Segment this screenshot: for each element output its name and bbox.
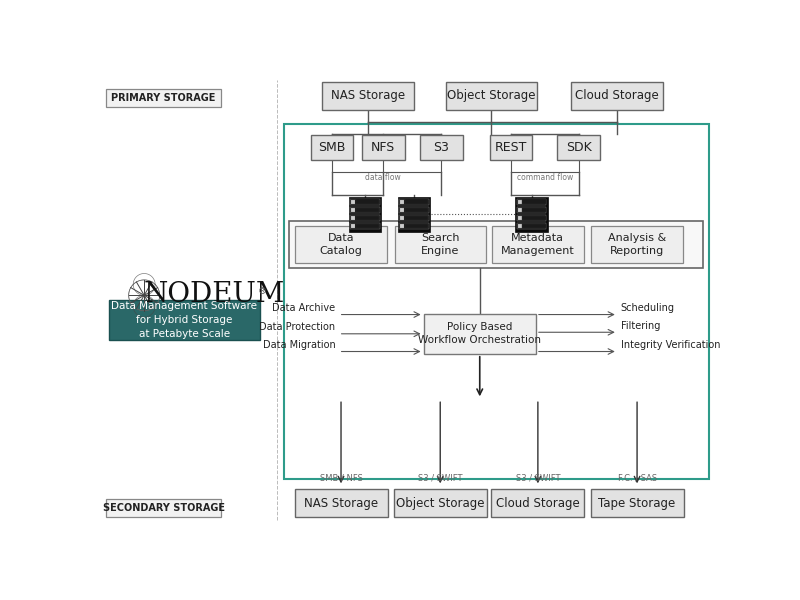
Bar — [517, 223, 546, 229]
Bar — [518, 208, 522, 212]
Text: Metadata
Management: Metadata Management — [501, 233, 574, 256]
Bar — [517, 199, 546, 205]
Bar — [106, 89, 221, 107]
Bar — [110, 300, 261, 340]
Text: REST: REST — [495, 141, 527, 154]
Bar — [399, 223, 429, 229]
Text: NAS Storage: NAS Storage — [304, 497, 378, 510]
Bar — [522, 199, 546, 204]
Bar — [558, 135, 600, 160]
Bar — [492, 226, 584, 263]
Text: NODEUM: NODEUM — [144, 281, 286, 308]
Text: Scheduling: Scheduling — [621, 303, 675, 313]
Text: NFS: NFS — [371, 141, 395, 154]
Bar — [518, 216, 522, 220]
Bar — [322, 82, 414, 110]
Bar — [394, 226, 486, 263]
Text: Tape Storage: Tape Storage — [598, 497, 676, 510]
Text: Data
Catalog: Data Catalog — [319, 233, 362, 256]
Text: Policy Based
Workflow Orchestration: Policy Based Workflow Orchestration — [418, 322, 542, 346]
Bar — [420, 135, 462, 160]
Bar — [351, 200, 355, 203]
Bar — [517, 207, 546, 213]
Text: Data Protection: Data Protection — [259, 322, 336, 332]
Bar — [400, 216, 404, 220]
Text: Data Archive: Data Archive — [273, 303, 336, 313]
Bar — [446, 82, 537, 110]
Bar — [522, 208, 546, 212]
Bar — [356, 215, 379, 220]
Text: Data Migration: Data Migration — [263, 340, 336, 350]
Text: SDK: SDK — [566, 141, 591, 154]
Bar — [518, 200, 522, 203]
Text: SMB / NFS: SMB / NFS — [319, 473, 362, 482]
Bar — [362, 135, 405, 160]
Bar — [591, 226, 683, 263]
Bar — [518, 224, 522, 228]
Bar — [350, 215, 380, 221]
Bar — [294, 490, 387, 517]
Bar — [399, 207, 429, 213]
Bar — [310, 135, 354, 160]
Bar — [399, 215, 429, 221]
Bar — [405, 215, 428, 220]
Text: data flow: data flow — [366, 173, 401, 182]
Bar — [405, 224, 428, 229]
Text: Object Storage: Object Storage — [447, 89, 536, 103]
Bar — [398, 197, 430, 232]
Text: S3 / SWIFT: S3 / SWIFT — [516, 473, 560, 482]
Text: Filtering: Filtering — [621, 321, 660, 331]
Text: Data Management Software
for Hybrid Storage
at Petabyte Scale: Data Management Software for Hybrid Stor… — [111, 301, 258, 339]
Text: Analysis &
Reporting: Analysis & Reporting — [608, 233, 666, 256]
Bar — [517, 215, 546, 221]
Text: ®: ® — [258, 287, 267, 296]
Bar — [590, 490, 683, 517]
Text: Object Storage: Object Storage — [396, 497, 485, 510]
Text: S3: S3 — [434, 141, 450, 154]
Text: command flow: command flow — [517, 173, 573, 182]
Bar — [400, 224, 404, 228]
Text: SECONDARY STORAGE: SECONDARY STORAGE — [102, 503, 225, 513]
Bar — [350, 223, 380, 229]
Bar — [349, 197, 382, 232]
Bar — [522, 215, 546, 220]
Bar — [289, 221, 703, 268]
Bar — [394, 490, 486, 517]
Bar — [571, 82, 662, 110]
Text: NAS Storage: NAS Storage — [331, 89, 406, 103]
Text: Search
Engine: Search Engine — [421, 233, 459, 256]
Bar — [490, 135, 533, 160]
Bar — [356, 208, 379, 212]
Text: SMB: SMB — [318, 141, 346, 154]
Bar — [491, 490, 584, 517]
Bar — [423, 314, 536, 354]
Text: Integrity Verification: Integrity Verification — [621, 340, 720, 350]
Text: F.C. / SAS: F.C. / SAS — [618, 473, 657, 482]
Bar — [350, 207, 380, 213]
Bar — [405, 199, 428, 204]
Bar — [515, 197, 548, 232]
Bar — [399, 199, 429, 205]
Text: PRIMARY STORAGE: PRIMARY STORAGE — [111, 93, 216, 103]
Bar — [351, 224, 355, 228]
Bar — [400, 200, 404, 203]
Bar — [285, 124, 709, 479]
Bar — [405, 208, 428, 212]
Text: Cloud Storage: Cloud Storage — [496, 497, 580, 510]
Bar — [522, 224, 546, 229]
Bar — [351, 216, 355, 220]
Bar — [356, 224, 379, 229]
Bar — [350, 199, 380, 205]
Text: S3 / SWIFT: S3 / SWIFT — [418, 473, 462, 482]
Text: Cloud Storage: Cloud Storage — [575, 89, 659, 103]
Bar — [351, 208, 355, 212]
Bar — [106, 499, 221, 517]
Bar — [356, 199, 379, 204]
Bar — [295, 226, 386, 263]
Bar — [400, 208, 404, 212]
